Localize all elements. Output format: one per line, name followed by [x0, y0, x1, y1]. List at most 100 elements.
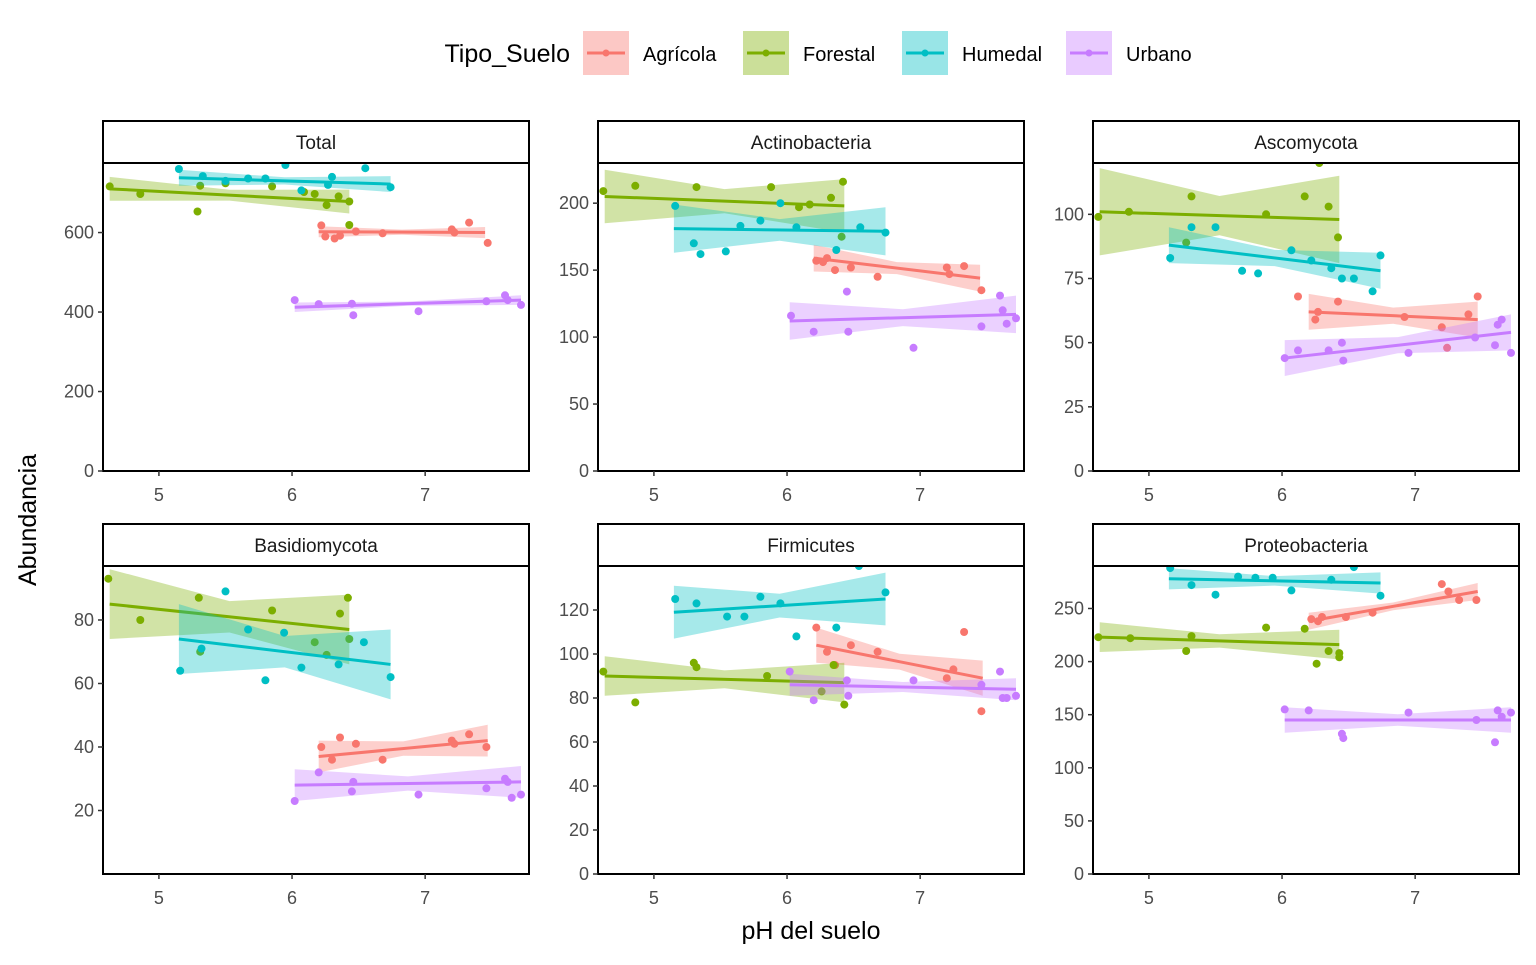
legend-label-forestal: Forestal: [803, 44, 875, 66]
data-point: [977, 322, 986, 331]
data-point: [812, 623, 821, 632]
series-agricola: [812, 623, 986, 716]
data-point: [349, 777, 358, 786]
legend-key-point: [1085, 49, 1093, 57]
data-point: [631, 181, 640, 190]
data-point: [1497, 712, 1506, 721]
data-point: [1307, 256, 1316, 265]
data-point: [359, 638, 368, 647]
y-tick-label: 600: [64, 223, 94, 243]
data-point: [736, 221, 745, 230]
data-point: [1094, 212, 1103, 221]
data-point: [105, 182, 114, 191]
data-point: [1187, 581, 1196, 590]
data-point: [1349, 566, 1358, 572]
data-point: [1187, 632, 1196, 641]
y-tick-label: 200: [64, 382, 94, 402]
data-point: [840, 700, 849, 709]
data-point: [314, 300, 323, 309]
data-point: [842, 676, 851, 685]
y-tick-label: 200: [1054, 652, 1084, 672]
trend-line: [673, 227, 886, 233]
data-point: [1238, 266, 1247, 275]
x-tick-label: 7: [1410, 888, 1420, 908]
data-point: [414, 307, 423, 316]
data-point: [450, 739, 459, 748]
data-point: [1182, 238, 1191, 247]
trend-line: [1099, 635, 1340, 647]
data-point: [386, 673, 395, 682]
y-tick-label: 0: [579, 461, 589, 481]
data-point: [809, 327, 818, 336]
x-tick-label: 7: [420, 888, 430, 908]
data-point: [1368, 287, 1377, 296]
data-point: [756, 592, 765, 601]
data-point: [1262, 210, 1271, 219]
data-point: [336, 231, 344, 240]
y-tick-label: 60: [569, 732, 589, 752]
y-tick-label: 0: [579, 864, 589, 884]
data-point: [261, 174, 270, 183]
data-point: [349, 311, 358, 320]
panel-plot-area: [599, 169, 1020, 352]
data-point: [1166, 254, 1175, 262]
series-urbano: [290, 766, 525, 805]
data-point: [977, 680, 986, 689]
data-point: [196, 181, 205, 190]
data-point: [482, 743, 491, 751]
legend-title: Tipo_Suelo: [444, 40, 570, 68]
data-point: [1507, 348, 1515, 357]
series-humedal: [1166, 566, 1385, 600]
y-tick-label: 50: [1064, 811, 1084, 831]
data-point: [1002, 319, 1011, 328]
data-point: [482, 784, 491, 793]
data-point: [345, 635, 354, 643]
data-point: [517, 790, 525, 799]
data-point: [1337, 338, 1346, 347]
x-tick-label: 6: [287, 888, 297, 908]
data-point: [839, 177, 847, 186]
data-point: [1404, 708, 1413, 717]
data-point: [136, 190, 145, 198]
panel-basidiomycota: Basidiomycota 20 40 60 80 5 6 7: [74, 523, 530, 908]
y-tick-label: 20: [569, 820, 589, 840]
data-point: [1472, 716, 1481, 724]
data-point: [756, 216, 765, 225]
legend-label-humedal: Humedal: [962, 44, 1042, 66]
data-point: [721, 247, 730, 256]
series-urbano: [785, 667, 1020, 705]
data-point: [221, 587, 230, 596]
data-point: [517, 300, 525, 309]
data-point: [1094, 633, 1103, 642]
data-point: [692, 183, 701, 192]
data-point: [482, 297, 491, 306]
x-axis-title: pH del suelo: [742, 917, 881, 945]
data-point: [1211, 590, 1220, 599]
data-point: [960, 628, 969, 636]
data-point: [290, 296, 299, 305]
data-point: [881, 228, 890, 237]
data-point: [1002, 694, 1011, 702]
trend-line: [1308, 310, 1478, 322]
data-point: [1437, 580, 1446, 589]
data-point: [1312, 659, 1321, 668]
data-point: [767, 183, 776, 192]
data-point: [599, 187, 608, 196]
y-tick-label: 40: [569, 776, 589, 796]
trend-line: [109, 187, 350, 204]
data-point: [136, 616, 145, 624]
data-point: [1327, 264, 1336, 273]
data-point: [343, 593, 352, 602]
data-point: [378, 229, 387, 238]
y-tick-label: 75: [1064, 269, 1084, 289]
legend-label-urbano: Urbano: [1126, 44, 1192, 66]
data-point: [1473, 292, 1482, 301]
data-point: [221, 176, 230, 185]
panel-proteobacteria: Proteobacteria 0 50 100 150 200 250 5 6 7: [1054, 523, 1520, 908]
panel-plot-area: [1094, 163, 1515, 376]
data-point: [314, 768, 323, 777]
panel-strip-label: Proteobacteria: [1244, 536, 1368, 557]
x-tick-label: 5: [154, 485, 164, 505]
x-tick-label: 5: [1144, 888, 1154, 908]
